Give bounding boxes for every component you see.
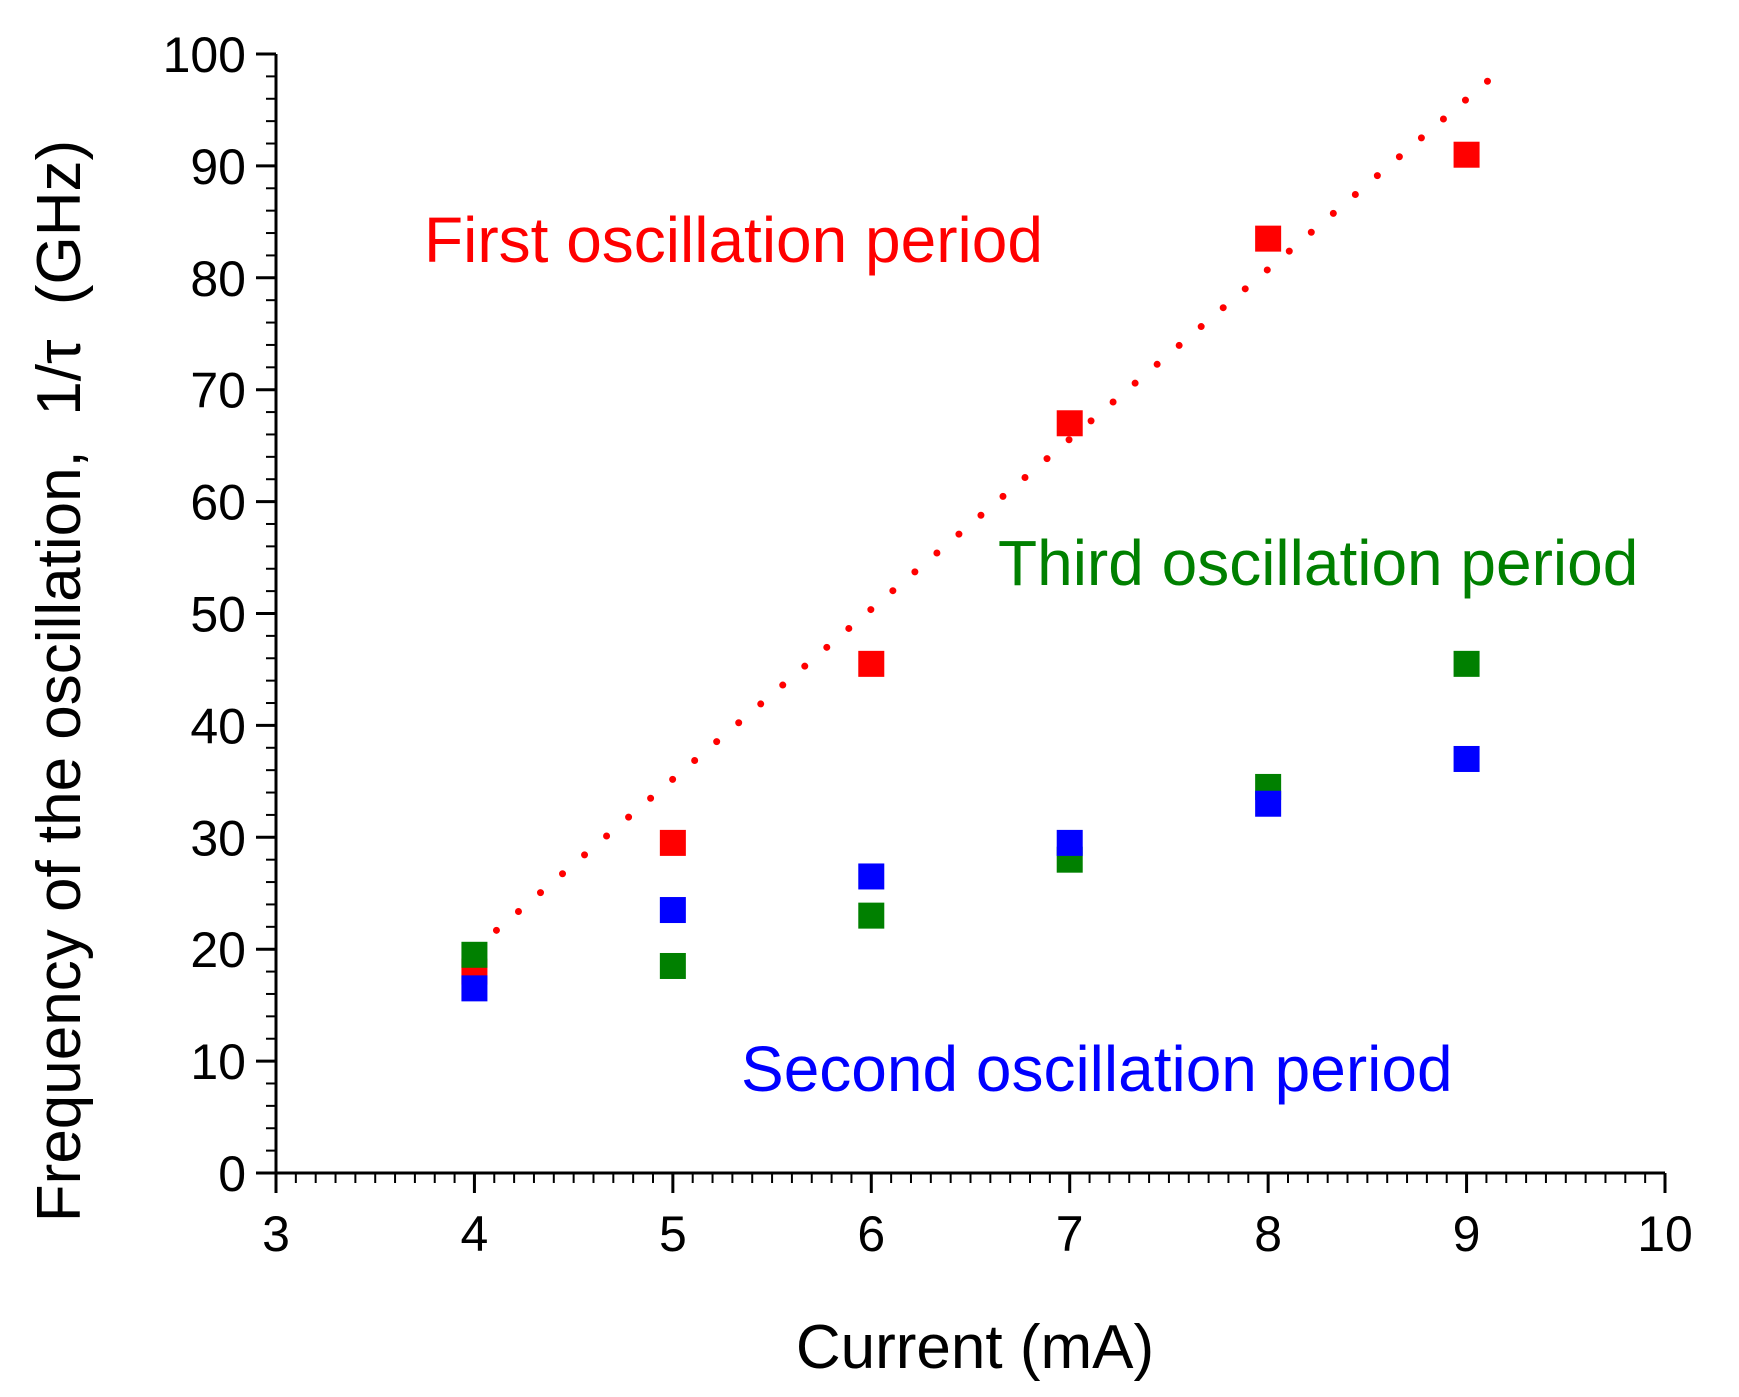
x-tick-label: 5 <box>659 1206 687 1262</box>
x-tick-label: 9 <box>1453 1206 1481 1262</box>
data-point-second <box>461 975 488 1002</box>
data-point-second <box>659 897 686 924</box>
fit-line <box>470 61 1510 953</box>
y-tick-label: 50 <box>190 587 246 643</box>
x-tick-label: 3 <box>262 1206 290 1262</box>
annotation-third-period: Third oscillation period <box>998 527 1638 599</box>
x-tick-label: 8 <box>1254 1206 1282 1262</box>
y-tick-label: 70 <box>190 363 246 419</box>
points-group <box>461 141 1480 1002</box>
data-point-first <box>1453 141 1480 168</box>
data-point-first <box>858 650 885 677</box>
y-tick-label: 80 <box>190 251 246 307</box>
data-point-second <box>1255 790 1282 817</box>
data-point-second <box>1453 745 1480 772</box>
y-tick-label: 20 <box>190 922 246 978</box>
y-tick-label: 0 <box>218 1146 246 1202</box>
y-tick-label: 100 <box>163 27 246 83</box>
fit-line-group <box>470 61 1510 953</box>
x-tick-label: 6 <box>857 1206 885 1262</box>
y-tick-label: 10 <box>190 1034 246 1090</box>
y-tick-label: 30 <box>190 810 246 866</box>
y-tick-label: 90 <box>190 139 246 195</box>
y-tick-label: 40 <box>190 698 246 754</box>
data-point-first <box>659 829 686 856</box>
x-tick-label: 10 <box>1637 1206 1693 1262</box>
data-point-second <box>858 863 885 890</box>
data-point-third <box>1453 650 1480 677</box>
data-point-second <box>1056 829 1083 856</box>
data-point-third <box>461 941 488 968</box>
x-tick-label: 4 <box>461 1206 489 1262</box>
data-point-first <box>1255 225 1282 252</box>
data-point-first <box>1056 410 1083 437</box>
data-point-third <box>858 902 885 929</box>
y-axis-label: Frequency of the oscillation, 1/τ (GHz) <box>25 140 94 1222</box>
y-tick-label: 60 <box>190 475 246 531</box>
data-point-third <box>659 952 686 979</box>
annotation-first-period: First oscillation period <box>424 204 1043 276</box>
x-tick-label: 7 <box>1056 1206 1084 1262</box>
x-axis-label: Current (mA) <box>796 1313 1154 1382</box>
annotation-second-period: Second oscillation period <box>741 1033 1453 1105</box>
